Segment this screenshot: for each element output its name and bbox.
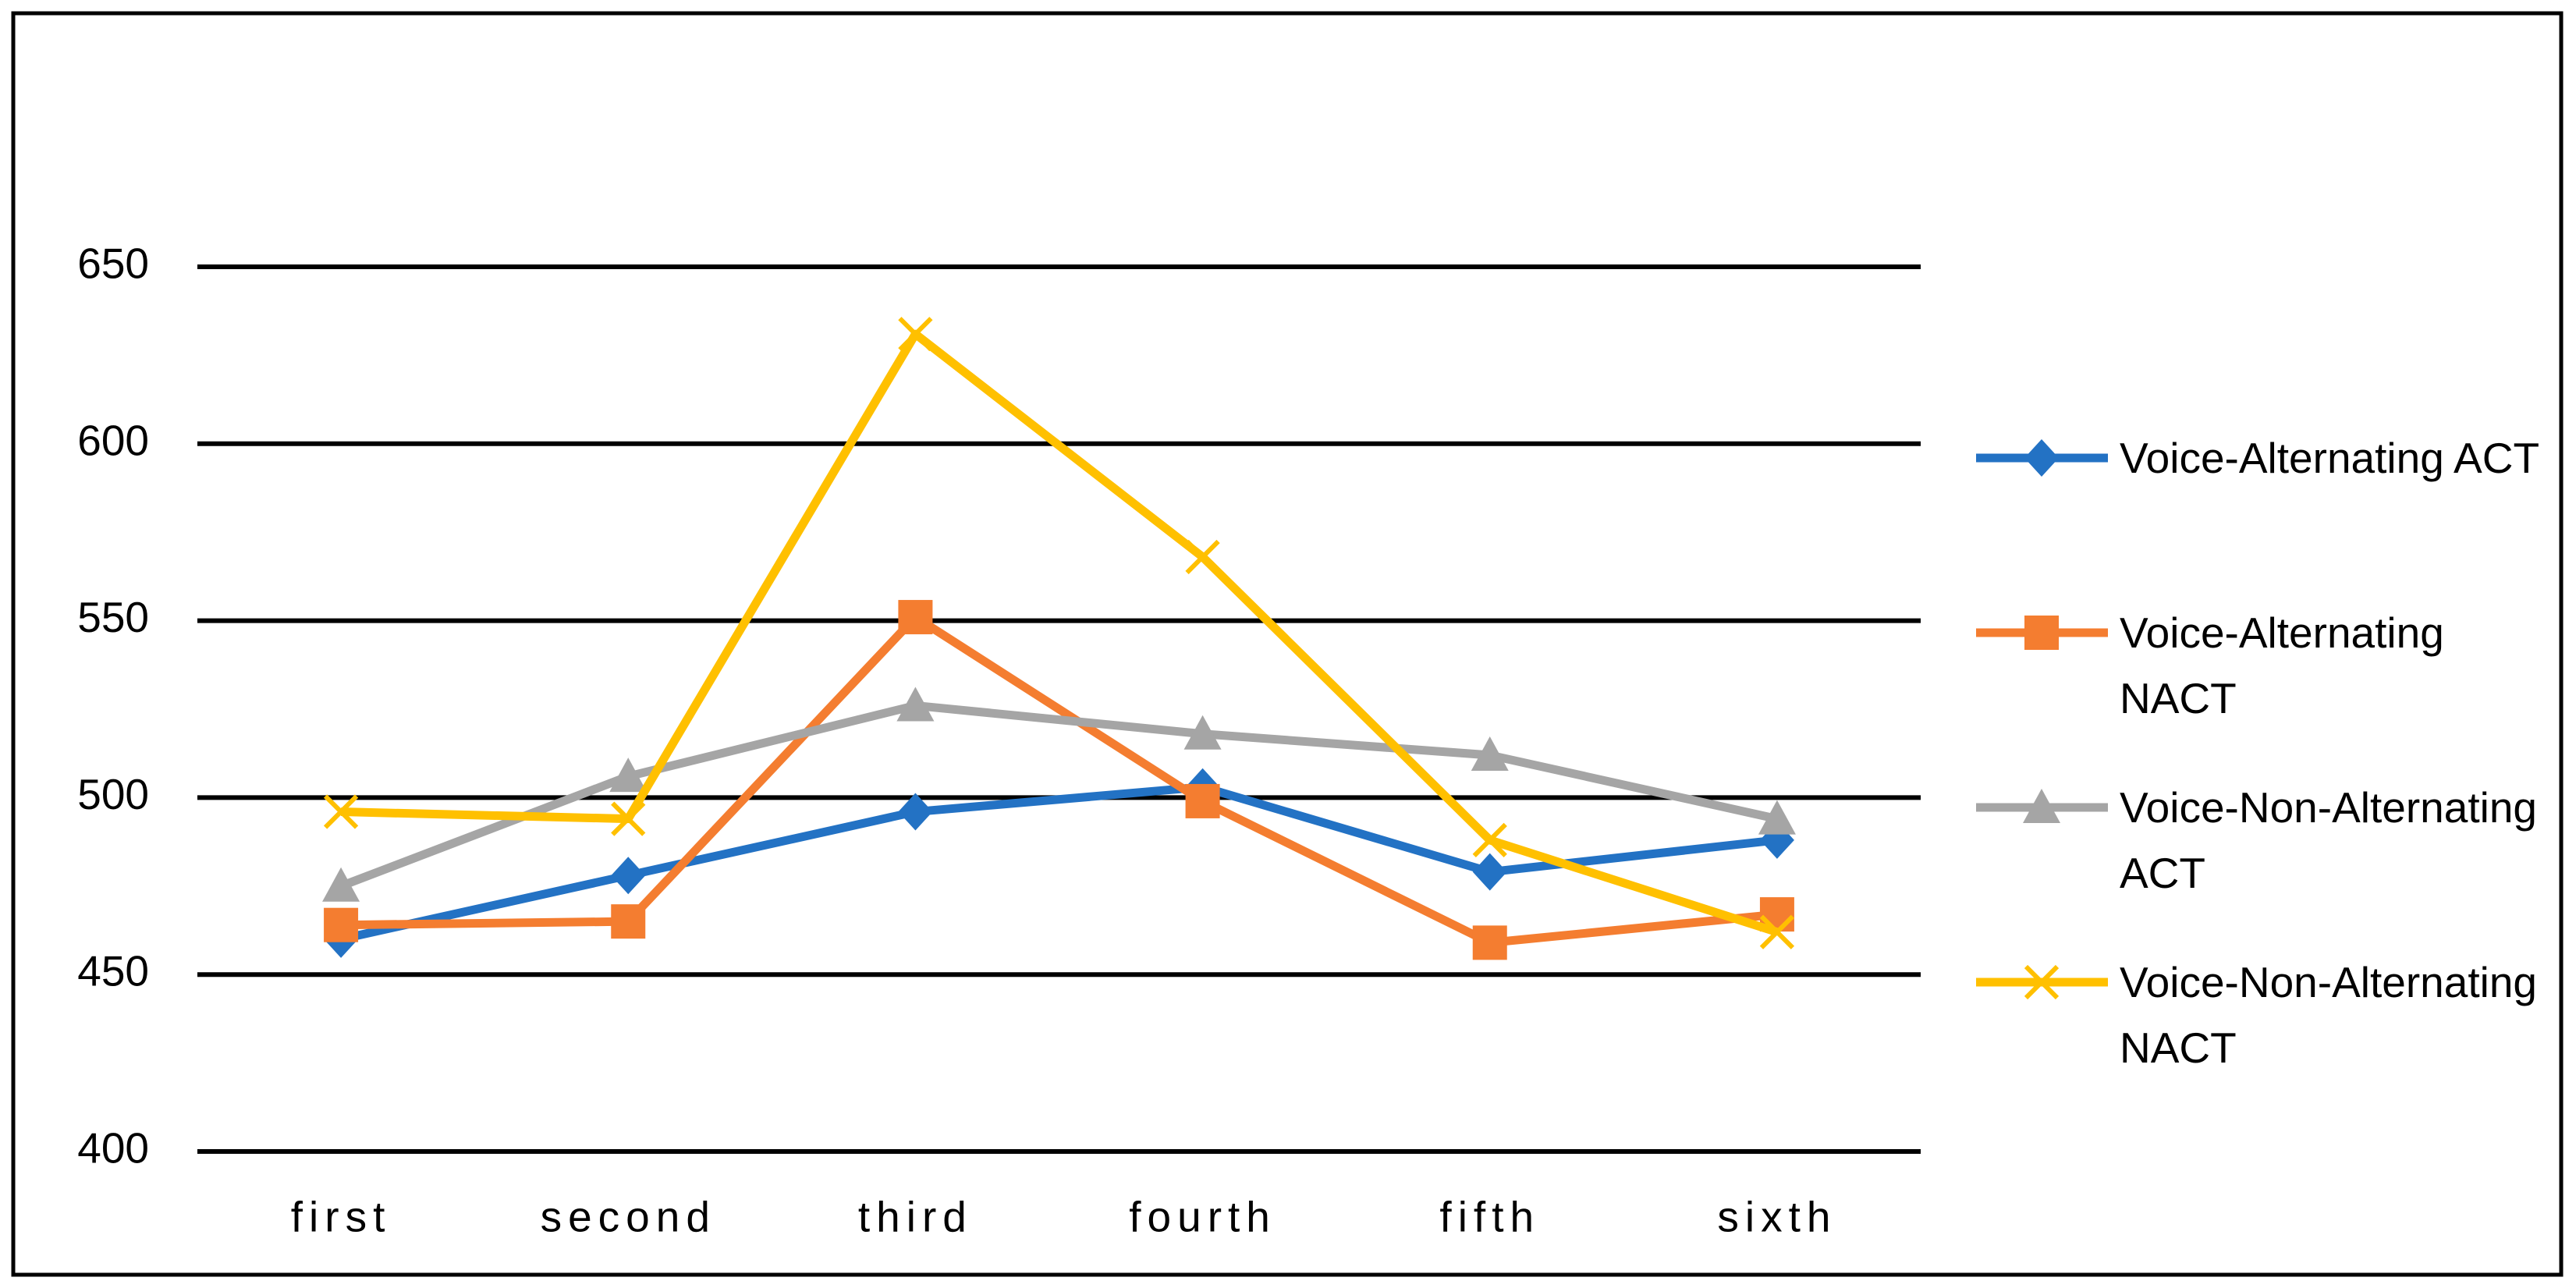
data-point	[611, 904, 646, 939]
x-tick-label: first	[291, 1193, 392, 1241]
series-line	[340, 329, 1779, 937]
data-point	[1472, 822, 1507, 857]
y-tick-label: 600	[77, 416, 149, 464]
data-point	[1758, 800, 1796, 835]
data-point	[1185, 539, 1220, 575]
legend-marker	[2023, 789, 2060, 823]
series-line	[341, 612, 1778, 947]
data-point	[611, 857, 646, 895]
y-tick-label: 550	[77, 593, 149, 641]
y-tick-label: 450	[77, 947, 149, 995]
legend-marker	[2024, 439, 2059, 477]
data-point	[896, 687, 935, 722]
legend-label: Voice-Alternating ACT	[2120, 434, 2540, 482]
y-tick-label: 500	[77, 770, 149, 818]
data-point	[1759, 914, 1795, 949]
y-tick-label: 400	[77, 1124, 149, 1173]
series-line	[339, 701, 1779, 890]
x-tick-label: fifth	[1439, 1193, 1540, 1241]
data-point	[324, 907, 359, 942]
data-point	[609, 758, 648, 793]
legend-label: Voice-Non-Alternating ACT	[2120, 783, 2538, 897]
data-point	[1472, 853, 1507, 891]
data-point	[898, 600, 933, 635]
x-tick-label: third	[858, 1193, 973, 1241]
data-point	[322, 867, 360, 902]
data-point	[1471, 736, 1509, 771]
legend-marker	[2024, 964, 2060, 1000]
data-point	[1185, 783, 1220, 818]
legend-marker	[2024, 616, 2059, 650]
series-line	[339, 782, 1778, 944]
data-point	[323, 794, 359, 829]
data-point	[611, 801, 646, 836]
x-tick-label: sixth	[1717, 1193, 1836, 1241]
x-tick-label: fourth	[1129, 1193, 1276, 1241]
data-point	[1183, 715, 1222, 750]
data-point	[898, 793, 933, 831]
legend-label: Voice-Non-Alternating NACT	[2120, 958, 2538, 1072]
x-tick-label: second	[541, 1193, 716, 1241]
data-point	[898, 317, 933, 352]
legend-label: Voice-Alternating NACT	[2120, 609, 2444, 722]
y-tick-label: 650	[77, 240, 149, 288]
data-point	[1472, 925, 1507, 960]
